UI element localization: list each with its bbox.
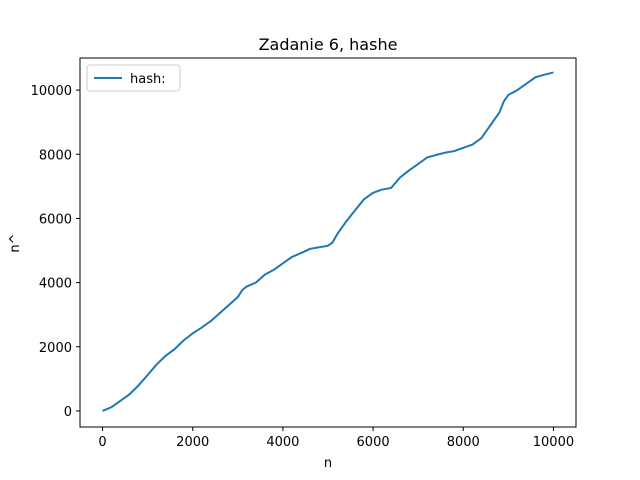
series-line-hash: [102, 71, 554, 412]
x-tick-label: 2000: [176, 435, 209, 450]
y-tick-label: 0: [64, 405, 72, 420]
x-tick-label: 8000: [447, 435, 480, 450]
y-tick-label: 4000: [39, 277, 72, 292]
y-tick-label: 8000: [39, 148, 72, 163]
x-tick-label: 6000: [357, 435, 390, 450]
chart-title: Zadanie 6, hashe: [259, 35, 398, 54]
axis-ticks: 0 2000 4000 6000 8000 10000 0 2000 4000 6000 8000 1…: [31, 84, 574, 450]
y-tick-label: 2000: [39, 341, 72, 356]
x-tick-label: 4000: [266, 435, 299, 450]
x-tick-label: 0: [98, 435, 106, 450]
x-tick-label: 10000: [533, 435, 574, 450]
y-tick-label: 10000: [31, 84, 72, 99]
y-axis-label: n^: [8, 233, 23, 252]
plot-area: [102, 71, 554, 412]
axes-frame: [79, 57, 577, 428]
y-tick-label: 6000: [39, 212, 72, 227]
legend: hash:: [86, 64, 181, 92]
legend-box: [86, 64, 181, 92]
legend-label: hash:: [130, 72, 166, 87]
x-axis-label: n: [324, 456, 332, 471]
